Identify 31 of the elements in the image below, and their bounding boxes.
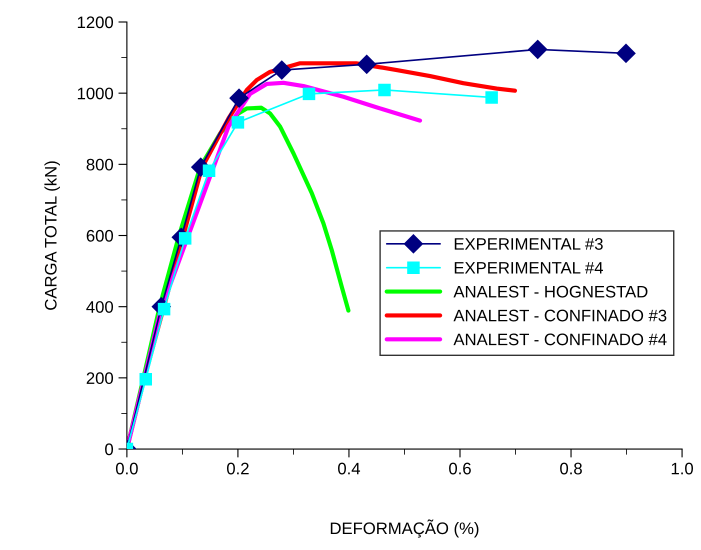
x-tick-label: 0.4 xyxy=(338,462,360,474)
point xyxy=(232,116,244,129)
y-tick-label: 1200 xyxy=(78,16,114,28)
y-tick-label: 400 xyxy=(86,301,114,313)
y-tick-label: 200 xyxy=(86,372,114,384)
legend-label: EXPERIMENTAL #4 xyxy=(454,262,603,274)
y-axis-title: CARGA TOTAL (kN) xyxy=(44,161,60,310)
point xyxy=(528,40,548,59)
x-tick-label: 1.0 xyxy=(672,462,694,474)
y-tick-label: 800 xyxy=(86,158,114,171)
point xyxy=(229,88,249,108)
legend-label: ANALEST - CONFINADO #4 xyxy=(453,334,667,346)
y-tick-label: 1000 xyxy=(78,88,114,100)
point xyxy=(485,91,498,104)
x-tick-label: 0.8 xyxy=(560,462,582,474)
legend-label: ANALEST - HOGNESTAD xyxy=(453,286,648,298)
x-tick-label: 0.6 xyxy=(449,462,471,474)
x-axis-title: DEFORMAÇÃO (%) xyxy=(330,519,478,538)
y-tick-label: 600 xyxy=(86,230,114,242)
point xyxy=(378,84,391,96)
point xyxy=(302,88,316,100)
x-tick-label: 0.0 xyxy=(116,462,138,474)
point xyxy=(272,60,292,80)
legend-label: ANALEST - CONFINADO #3 xyxy=(453,310,666,322)
x-tick-label: 0.2 xyxy=(226,462,249,474)
legend-label: EXPERIMENTAL #3 xyxy=(454,238,603,250)
point xyxy=(202,164,216,177)
y-tick-label: 0 xyxy=(105,443,114,456)
point xyxy=(616,44,636,63)
point xyxy=(357,54,376,74)
point xyxy=(140,373,152,386)
